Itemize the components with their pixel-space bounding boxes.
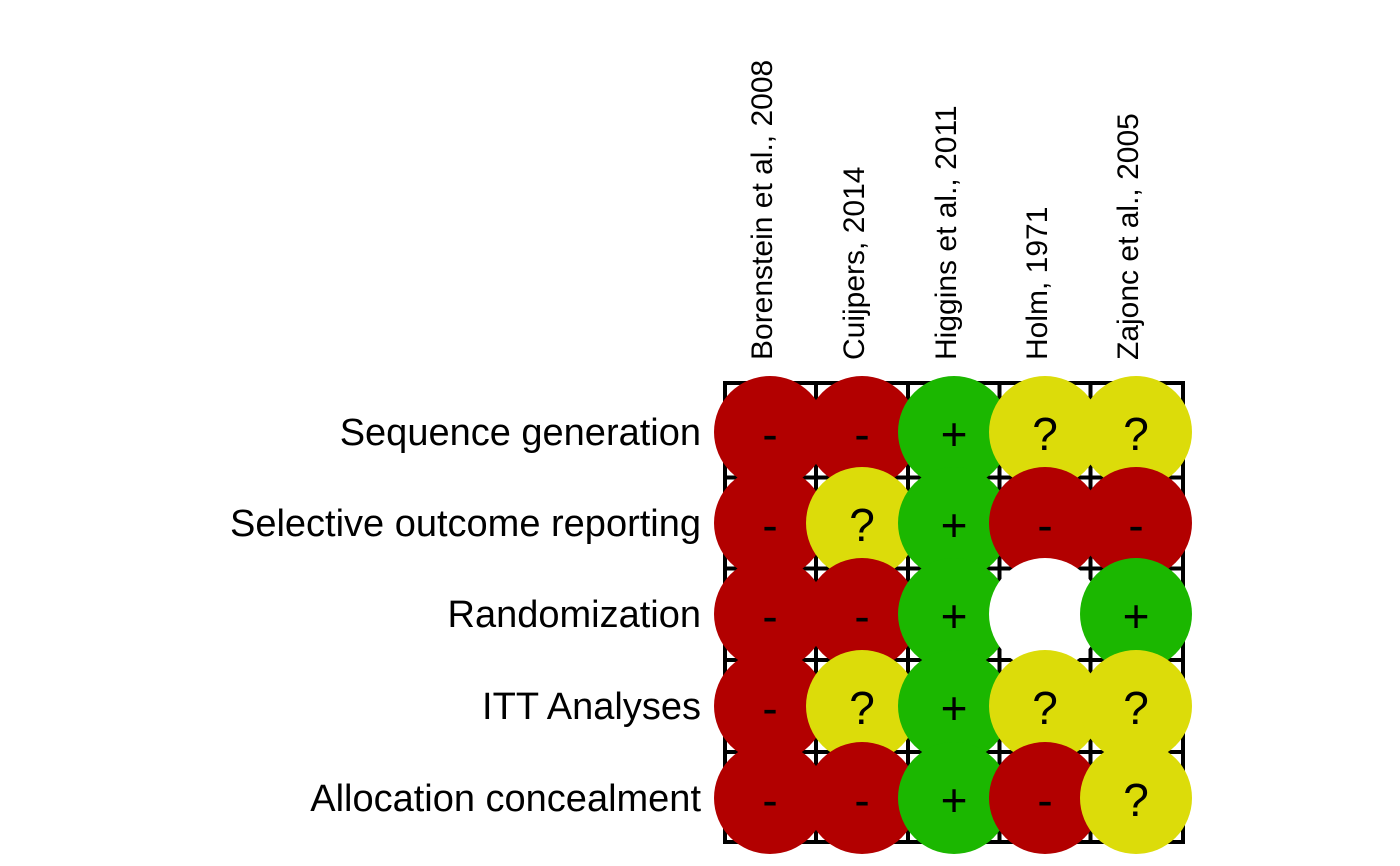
cell-itt-analyses-higgins-et-al-2011 <box>898 650 1010 762</box>
cell-randomization-borenstein-et-al-2008 <box>714 558 826 670</box>
cell-allocation-concealment-higgins-et-al-2011 <box>898 742 1010 854</box>
cell-symbol: - <box>854 774 869 826</box>
cell-allocation-concealment-holm-1971 <box>989 742 1101 854</box>
cell-symbol: ? <box>1032 682 1058 734</box>
cell-symbol: - <box>1037 499 1052 551</box>
cell-allocation-concealment-cuijpers-2014 <box>806 742 918 854</box>
cell-symbol: - <box>1128 499 1143 551</box>
cell-randomization-zajonc-et-al-2005 <box>1080 558 1192 670</box>
cell-sequence-generation-cuijpers-2014 <box>806 376 918 488</box>
cell-symbol: + <box>1123 590 1150 642</box>
cell-symbol: - <box>762 408 777 460</box>
cell-selective-outcome-reporting-holm-1971 <box>989 467 1101 579</box>
cell-symbol: ? <box>1123 774 1149 826</box>
row-label-allocation-concealment: Allocation concealment <box>310 778 701 820</box>
cell-selective-outcome-reporting-cuijpers-2014 <box>806 467 918 579</box>
cell-symbol: ? <box>849 682 875 734</box>
cell-sequence-generation-zajonc-et-al-2005 <box>1080 376 1192 488</box>
cell-symbol: - <box>762 499 777 551</box>
cell-selective-outcome-reporting-zajonc-et-al-2005 <box>1080 467 1192 579</box>
column-label-cuijpers-2014: Cuijpers, 2014 <box>838 167 871 360</box>
cell-randomization-holm-1971 <box>989 558 1101 670</box>
row-labels: Sequence generation Selective outcome rep… <box>230 412 701 820</box>
cell-itt-analyses-cuijpers-2014 <box>806 650 918 762</box>
row-label-itt-analyses: ITT Analyses <box>482 686 701 728</box>
row-label-randomization: Randomization <box>448 594 701 636</box>
cell-symbol: + <box>941 408 968 460</box>
cell-sequence-generation-borenstein-et-al-2008 <box>714 376 826 488</box>
cell-symbol: ? <box>1032 408 1058 460</box>
column-label-higgins-et-al-2011: Higgins et al., 2011 <box>930 105 963 360</box>
cell-symbol: - <box>762 682 777 734</box>
cell-symbol: ? <box>1123 682 1149 734</box>
row-label-selective-outcome-reporting: Selective outcome reporting <box>230 503 701 545</box>
column-label-holm-1971: Holm, 1971 <box>1021 207 1054 360</box>
cell-symbol: + <box>941 682 968 734</box>
cell-sequence-generation-holm-1971 <box>989 376 1101 488</box>
column-labels: Borenstein et al., 2008 Cuijpers, 2014 Hig… <box>746 60 1145 360</box>
cell-symbol: - <box>762 590 777 642</box>
cell-symbol: - <box>854 408 869 460</box>
cells: - - +? ? -? + - - - - + + -? +? ? - - + -? <box>714 376 1192 854</box>
cell-itt-analyses-borenstein-et-al-2008 <box>714 650 826 762</box>
column-label-borenstein-et-al-2008: Borenstein et al., 2008 <box>746 60 779 360</box>
cell-itt-analyses-zajonc-et-al-2005 <box>1080 650 1192 762</box>
cell-allocation-concealment-zajonc-et-al-2005 <box>1080 742 1192 854</box>
cell-symbol: - <box>762 774 777 826</box>
cell-randomization-higgins-et-al-2011 <box>898 558 1010 670</box>
cell-symbol: - <box>1037 774 1052 826</box>
row-label-sequence-generation: Sequence generation <box>340 412 701 454</box>
cell-selective-outcome-reporting-borenstein-et-al-2008 <box>714 467 826 579</box>
cell-symbol: ? <box>1123 408 1149 460</box>
cell-circles <box>714 376 1192 854</box>
cell-symbol: + <box>941 499 968 551</box>
cell-symbols: - - +? ? -? + - - - - + + -? +? ? - - + -? <box>762 408 1149 826</box>
cell-symbol: + <box>941 774 968 826</box>
cell-allocation-concealment-borenstein-et-al-2008 <box>714 742 826 854</box>
cell-symbol: + <box>941 590 968 642</box>
cell-sequence-generation-higgins-et-al-2011 <box>898 376 1010 488</box>
cell-selective-outcome-reporting-higgins-et-al-2011 <box>898 467 1010 579</box>
cell-symbol: - <box>854 590 869 642</box>
column-label-zajonc-et-al-2005: Zajonc et al., 2005 <box>1112 113 1145 360</box>
cell-itt-analyses-holm-1971 <box>989 650 1101 762</box>
cell-randomization-cuijpers-2014 <box>806 558 918 670</box>
cell-symbol: ? <box>849 499 875 551</box>
